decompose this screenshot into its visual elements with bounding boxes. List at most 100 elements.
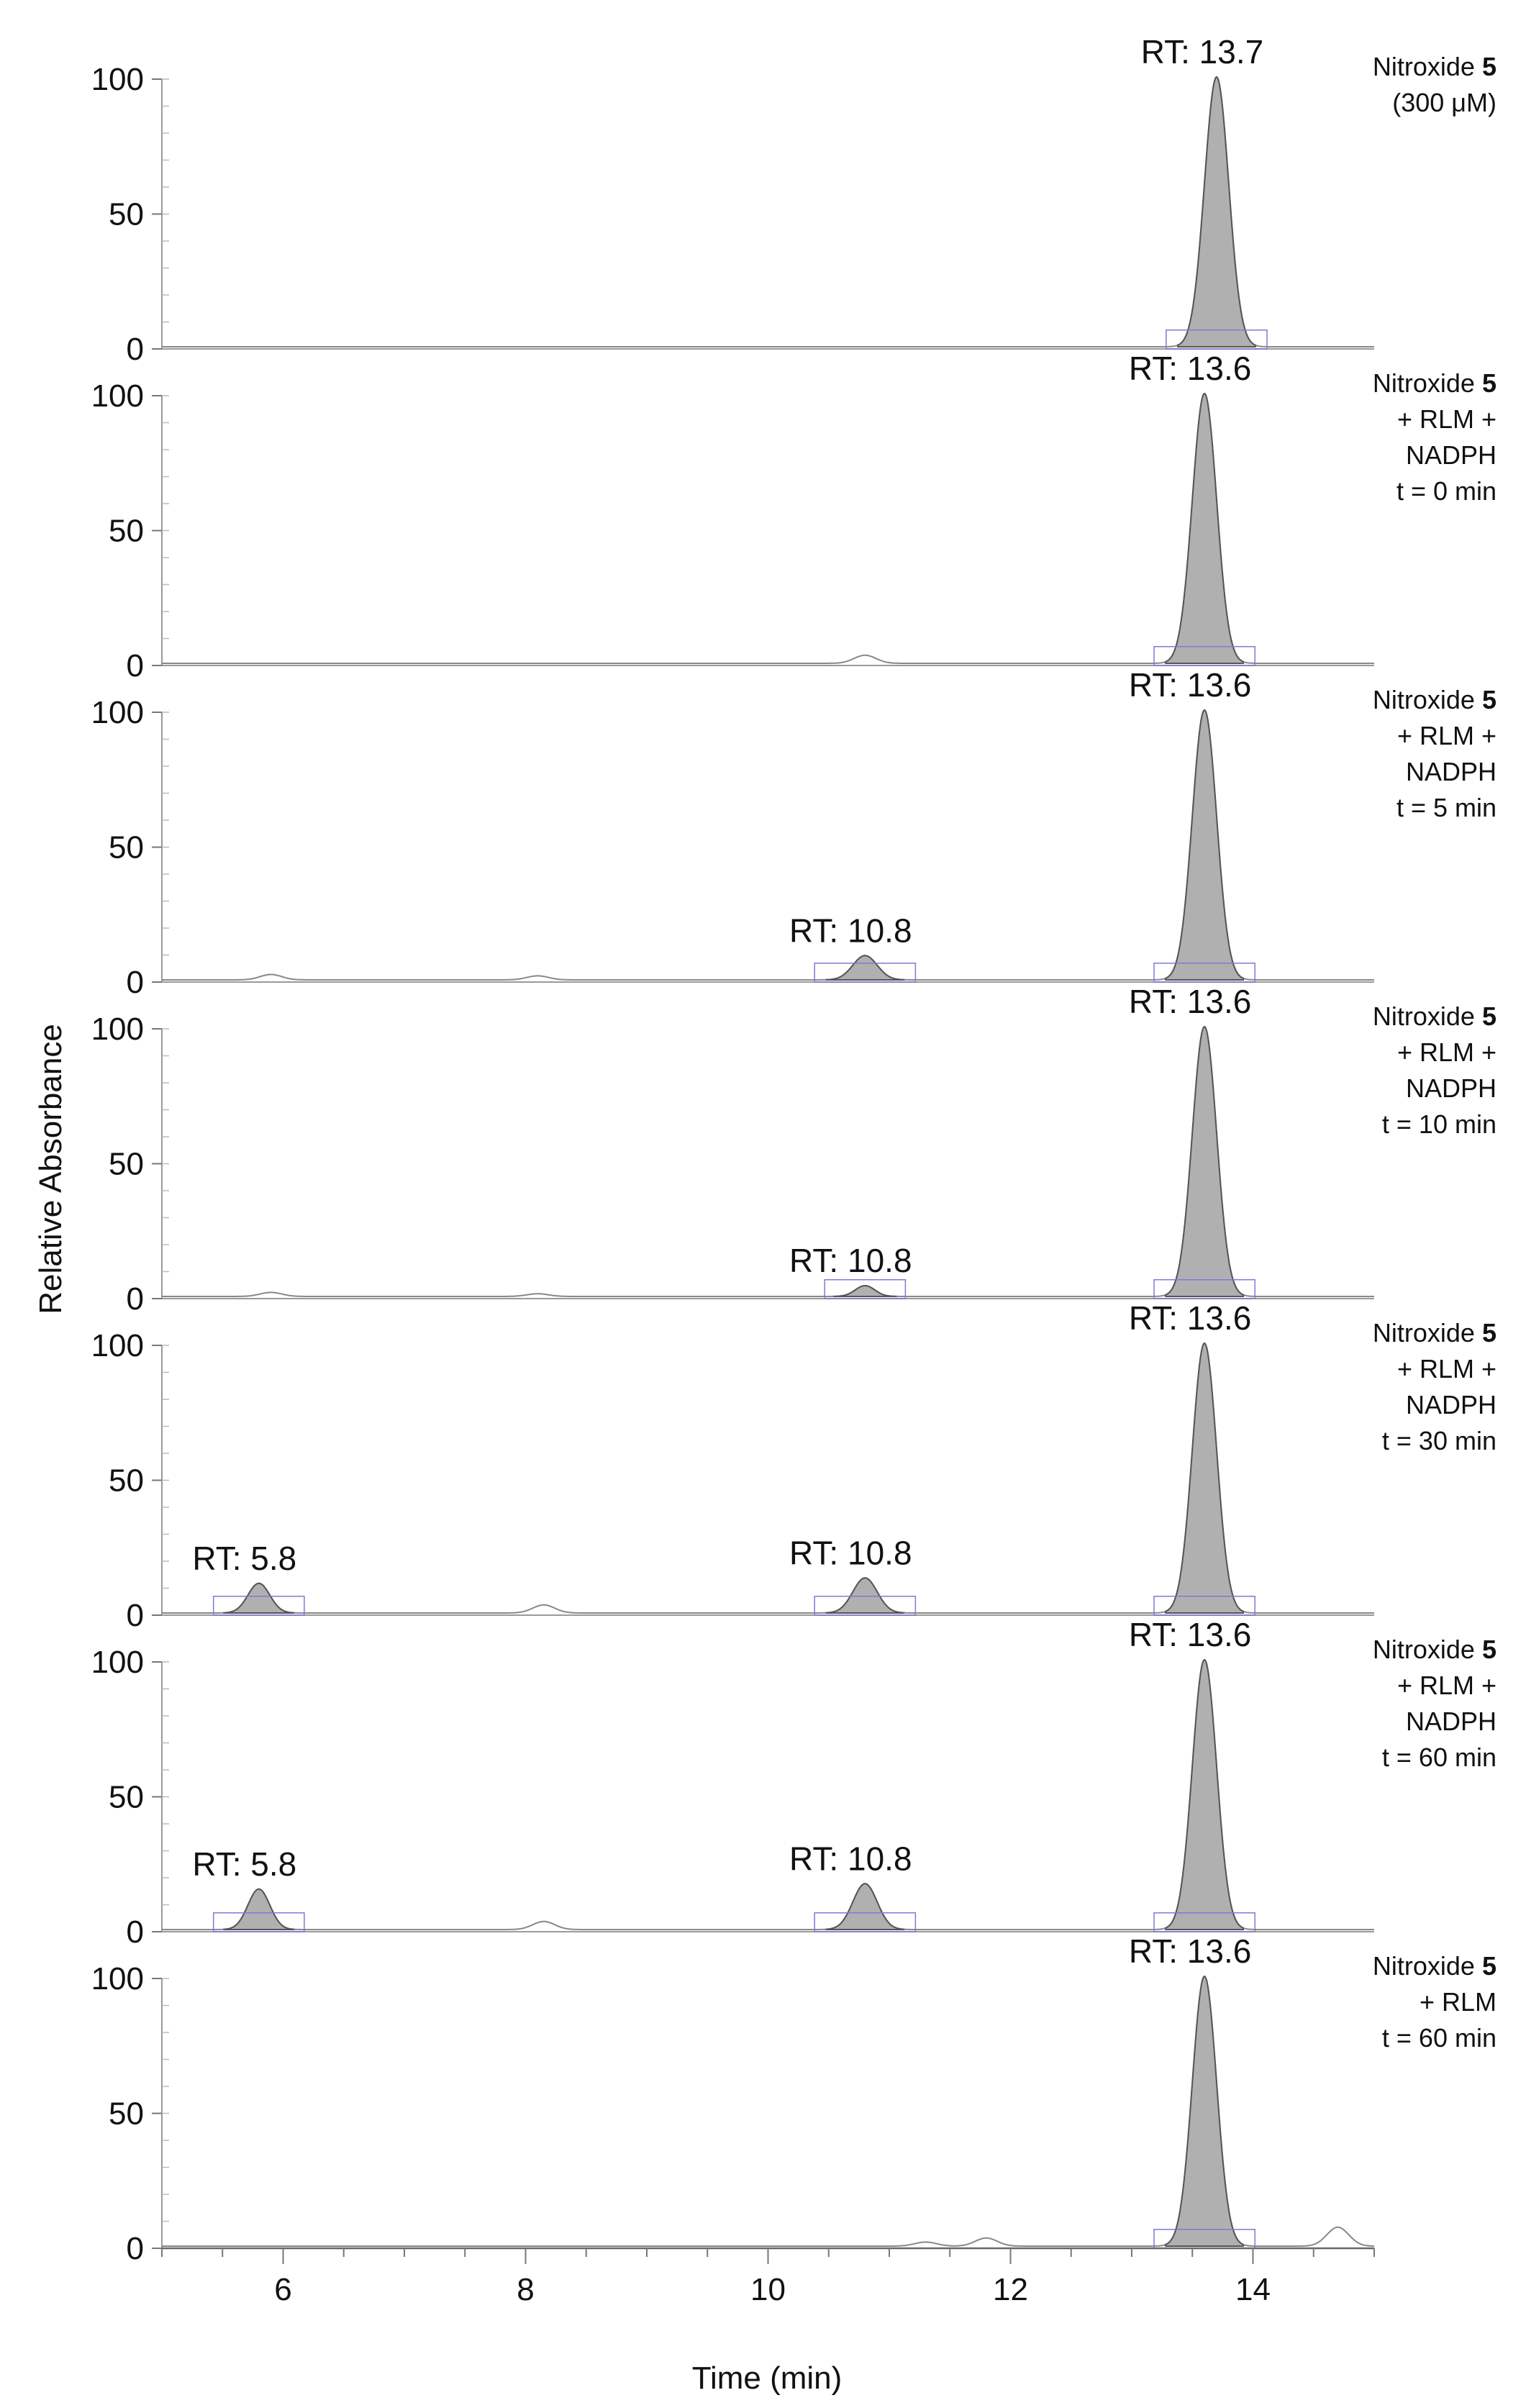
shaded-peak [1165, 1975, 1244, 2247]
rt-label: RT: 10.8 [789, 1242, 912, 1279]
y-tick-label: 0 [127, 965, 144, 1000]
integration-box [1153, 1279, 1255, 1299]
y-tick-label: 0 [127, 1914, 144, 1950]
condition-label: Nitroxide 5 + RLM + NADPH t = 5 min [1373, 685, 1497, 822]
condition-label: Nitroxide 5 + RLM + NADPH t = 30 min [1373, 1318, 1497, 1455]
rt-label: RT: 13.6 [1129, 350, 1251, 387]
condition-label-part: 5 [1482, 1635, 1497, 1664]
condition-label-part: + RLM + [1397, 1354, 1497, 1384]
shaded-peak [1165, 709, 1244, 981]
integration-box [1153, 963, 1255, 983]
rt-label: RT: 5.8 [192, 1540, 296, 1577]
integration-box [212, 1596, 305, 1616]
condition-label-part: Nitroxide [1373, 52, 1482, 81]
panel-3: 0 50 100 RT: 10.8 RT: 13.6 Nitroxide 5 + RLM +… [91, 666, 1497, 1000]
condition-label: Nitroxide 5 (300 μM) [1373, 52, 1497, 117]
integration-box [814, 963, 917, 983]
panel-7: 0 50 100 RT: 13.6 Nitroxide 5 + RLM t = 60 min [91, 1932, 1497, 2266]
condition-label-part: t = 60 min [1382, 1743, 1497, 1772]
condition-label-part: Nitroxide [1373, 368, 1482, 398]
y-tick-label: 0 [127, 332, 144, 367]
condition-label-part: + RLM + [1397, 1671, 1497, 1700]
x-tick-label: 6 [274, 2272, 291, 2307]
integration-box [1153, 1912, 1255, 1932]
condition-label-part: NADPH [1406, 1073, 1497, 1103]
x-tick-label: 12 [993, 2272, 1028, 2307]
integration-box [1153, 646, 1255, 666]
x-tick-label: 8 [517, 2272, 534, 2307]
y-tick-label: 50 [109, 514, 144, 549]
integration-box [824, 1279, 907, 1299]
shaded-peak [1165, 1025, 1244, 1297]
shaded-peak [825, 955, 905, 981]
x-axis: 6 8 10 12 14 [161, 2247, 1375, 2307]
y-tick-label: 100 [91, 62, 144, 97]
condition-label-part: + RLM [1420, 1987, 1497, 2017]
condition-label-part: t = 60 min [1382, 2023, 1497, 2053]
y-tick-label: 0 [127, 2231, 144, 2266]
y-tick-label: 100 [91, 1645, 144, 1680]
condition-label-part: 5 [1482, 368, 1497, 398]
integration-box [814, 1596, 917, 1616]
y-tick-label: 0 [127, 1598, 144, 1633]
y-tick-label: 100 [91, 1328, 144, 1363]
y-tick-label: 50 [109, 1463, 144, 1499]
condition-label-part: 5 [1482, 1951, 1497, 1981]
condition-label-part: NADPH [1406, 1707, 1497, 1736]
x-axis-title: Time (min) [692, 2361, 843, 2396]
rt-label: RT: 13.6 [1129, 983, 1251, 1020]
condition-label-part: Nitroxide [1373, 685, 1482, 714]
rt-label: RT: 5.8 [192, 1845, 296, 1883]
condition-label-part: 5 [1482, 685, 1497, 714]
panel-5: 0 50 100 RT: 5.8 RT: 10.8 RT: 13.6 Nitroxide 5… [91, 1299, 1497, 1633]
x-tick-label: 10 [750, 2272, 786, 2307]
chromatogram-trace [162, 76, 1374, 347]
rt-label: RT: 10.8 [789, 1840, 912, 1877]
rt-label: RT: 13.7 [1141, 33, 1263, 71]
shaded-peak [825, 1577, 905, 1614]
rt-label: RT: 13.6 [1129, 666, 1251, 704]
shaded-peak [833, 1285, 897, 1297]
rt-label: RT: 13.6 [1129, 1616, 1251, 1653]
condition-label-part: NADPH [1406, 1390, 1497, 1419]
condition-label-part: (300 μM) [1392, 88, 1497, 117]
condition-label-part: 5 [1482, 1001, 1497, 1031]
y-tick-label: 100 [91, 1961, 144, 1996]
integration-box [814, 1912, 917, 1932]
integration-box [1153, 1596, 1255, 1616]
y-axis-title: Relative Absorbance [33, 1024, 68, 1314]
panel-4: 0 50 100 RT: 10.8 RT: 13.6 Nitroxide 5 + RLM +… [91, 983, 1497, 1317]
condition-label-part: Nitroxide [1373, 1635, 1482, 1664]
condition-label-part: t = 5 min [1396, 793, 1497, 822]
integration-box [212, 1912, 305, 1932]
condition-label-part: NADPH [1406, 440, 1497, 470]
shaded-peak [1165, 392, 1244, 664]
panel-1: 0 50 100 RT: 13.7 Nitroxide 5 (300 μM) [91, 33, 1497, 367]
condition-label: Nitroxide 5 + RLM + NADPH t = 0 min [1373, 368, 1497, 506]
condition-label-part: + RLM + [1397, 721, 1497, 750]
rt-label: RT: 13.6 [1129, 1932, 1251, 1970]
condition-label-part: 5 [1482, 1318, 1497, 1348]
condition-label: Nitroxide 5 + RLM t = 60 min [1373, 1951, 1497, 2053]
y-tick-label: 50 [109, 197, 144, 232]
x-tick-label: 14 [1235, 2272, 1271, 2307]
condition-label-part: + RLM + [1397, 1037, 1497, 1067]
condition-label-part: NADPH [1406, 757, 1497, 786]
rt-label: RT: 10.8 [789, 1534, 912, 1571]
condition-label-part: Nitroxide [1373, 1001, 1482, 1031]
integration-box [1166, 330, 1268, 350]
condition-label: Nitroxide 5 + RLM + NADPH t = 60 min [1373, 1635, 1497, 1772]
condition-label-part: + RLM + [1397, 404, 1497, 434]
y-tick-label: 50 [109, 1147, 144, 1182]
rt-label: RT: 10.8 [789, 912, 912, 949]
shaded-peak [223, 1888, 295, 1930]
y-tick-label: 50 [109, 2096, 144, 2132]
condition-label-part: t = 10 min [1382, 1109, 1497, 1139]
rt-label: RT: 13.6 [1129, 1299, 1251, 1337]
condition-label-part: t = 30 min [1382, 1426, 1497, 1455]
shaded-peak [223, 1582, 295, 1614]
y-tick-label: 50 [109, 1780, 144, 1815]
shaded-peak [1165, 1342, 1244, 1614]
y-tick-label: 100 [91, 1012, 144, 1047]
